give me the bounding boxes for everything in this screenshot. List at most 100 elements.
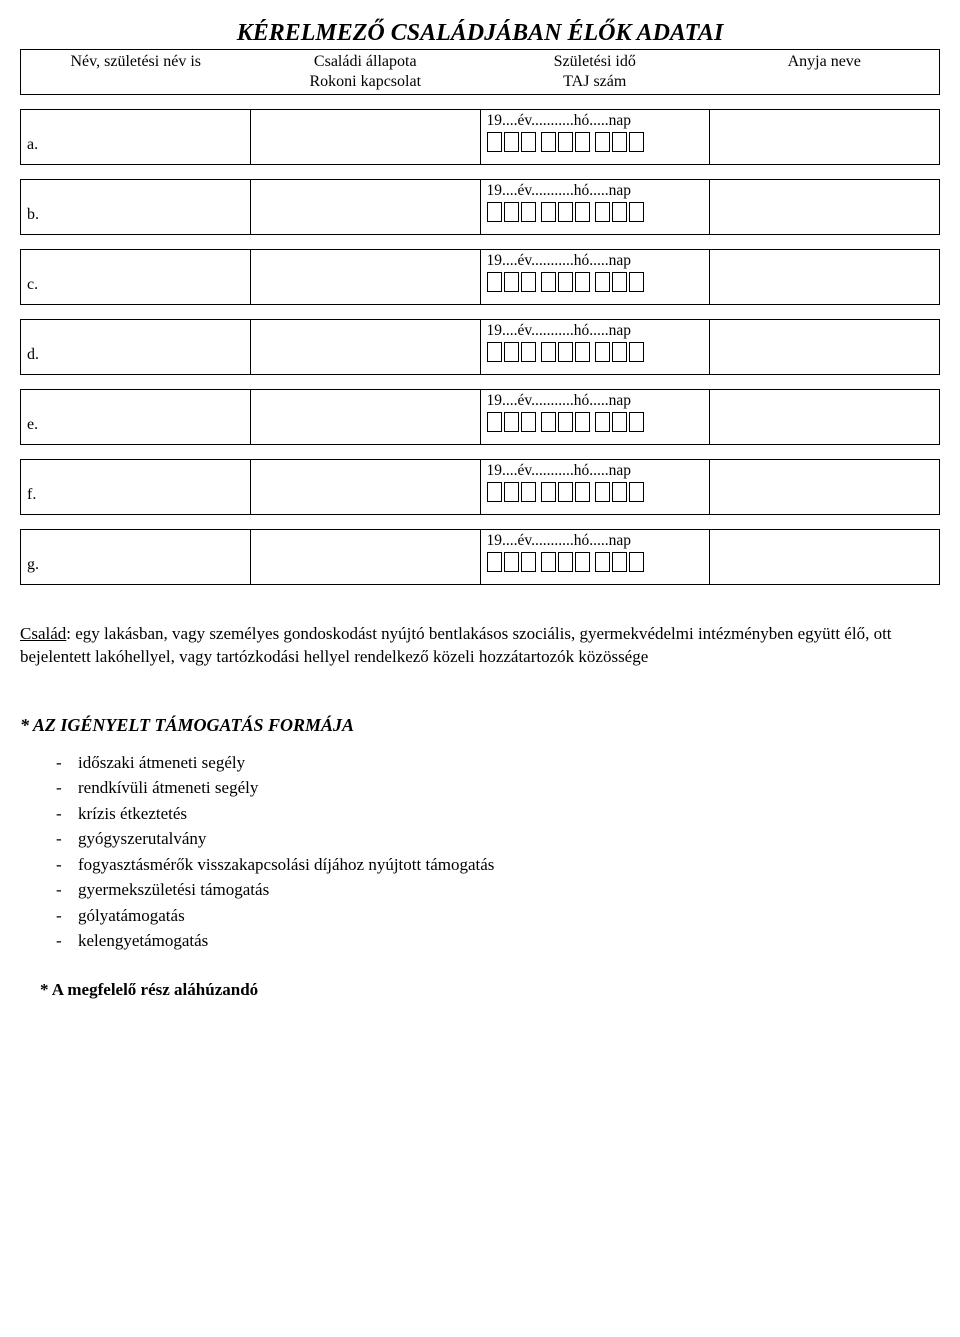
mother-cell[interactable] bbox=[710, 459, 940, 515]
taj-box[interactable] bbox=[612, 342, 627, 362]
mother-cell[interactable] bbox=[710, 249, 940, 305]
taj-box[interactable] bbox=[541, 272, 556, 292]
taj-box[interactable] bbox=[521, 202, 536, 222]
birth-cell[interactable]: 19....év...........hó.....nap bbox=[481, 249, 711, 305]
birth-date-template: 19....év...........hó.....nap bbox=[487, 182, 632, 199]
taj-box[interactable] bbox=[595, 132, 610, 152]
taj-boxes[interactable] bbox=[487, 342, 644, 362]
taj-box[interactable] bbox=[487, 272, 502, 292]
taj-boxes[interactable] bbox=[487, 552, 644, 572]
taj-box[interactable] bbox=[575, 132, 590, 152]
taj-boxes[interactable] bbox=[487, 272, 644, 292]
taj-box[interactable] bbox=[612, 482, 627, 502]
taj-box[interactable] bbox=[558, 132, 573, 152]
taj-box[interactable] bbox=[575, 202, 590, 222]
taj-box[interactable] bbox=[487, 132, 502, 152]
taj-box[interactable] bbox=[487, 342, 502, 362]
taj-box[interactable] bbox=[521, 552, 536, 572]
taj-box[interactable] bbox=[521, 272, 536, 292]
taj-box[interactable] bbox=[595, 272, 610, 292]
taj-box[interactable] bbox=[504, 482, 519, 502]
taj-box[interactable] bbox=[558, 412, 573, 432]
taj-box[interactable] bbox=[595, 202, 610, 222]
taj-box[interactable] bbox=[612, 412, 627, 432]
status-cell[interactable] bbox=[251, 179, 481, 235]
taj-box[interactable] bbox=[504, 412, 519, 432]
taj-box[interactable] bbox=[575, 342, 590, 362]
taj-box[interactable] bbox=[487, 552, 502, 572]
taj-box[interactable] bbox=[575, 412, 590, 432]
taj-boxes[interactable] bbox=[487, 482, 644, 502]
taj-box[interactable] bbox=[629, 552, 644, 572]
name-cell[interactable]: d. bbox=[20, 319, 251, 375]
taj-box[interactable] bbox=[595, 412, 610, 432]
birth-cell[interactable]: 19....év...........hó.....nap bbox=[481, 459, 711, 515]
birth-cell[interactable]: 19....év...........hó.....nap bbox=[481, 529, 711, 585]
birth-cell[interactable]: 19....év...........hó.....nap bbox=[481, 109, 711, 165]
taj-box[interactable] bbox=[487, 202, 502, 222]
status-cell[interactable] bbox=[251, 109, 481, 165]
taj-box[interactable] bbox=[575, 272, 590, 292]
taj-box[interactable] bbox=[612, 272, 627, 292]
taj-box[interactable] bbox=[629, 482, 644, 502]
taj-box[interactable] bbox=[629, 342, 644, 362]
taj-box[interactable] bbox=[521, 412, 536, 432]
taj-box[interactable] bbox=[541, 552, 556, 572]
status-cell[interactable] bbox=[251, 529, 481, 585]
name-cell[interactable]: e. bbox=[20, 389, 251, 445]
status-cell[interactable] bbox=[251, 459, 481, 515]
taj-box[interactable] bbox=[487, 412, 502, 432]
taj-box[interactable] bbox=[558, 552, 573, 572]
taj-box[interactable] bbox=[504, 132, 519, 152]
taj-boxes[interactable] bbox=[487, 202, 644, 222]
name-cell[interactable]: g. bbox=[20, 529, 251, 585]
taj-box[interactable] bbox=[541, 132, 556, 152]
mother-cell[interactable] bbox=[710, 319, 940, 375]
taj-box[interactable] bbox=[504, 552, 519, 572]
taj-box[interactable] bbox=[629, 132, 644, 152]
birth-cell[interactable]: 19....év...........hó.....nap bbox=[481, 389, 711, 445]
name-cell[interactable]: c. bbox=[20, 249, 251, 305]
mother-cell[interactable] bbox=[710, 529, 940, 585]
taj-box[interactable] bbox=[487, 482, 502, 502]
taj-box[interactable] bbox=[595, 342, 610, 362]
taj-box[interactable] bbox=[504, 342, 519, 362]
taj-box[interactable] bbox=[629, 412, 644, 432]
taj-box[interactable] bbox=[612, 202, 627, 222]
birth-cell[interactable]: 19....év...........hó.....nap bbox=[481, 179, 711, 235]
taj-box[interactable] bbox=[521, 132, 536, 152]
taj-box[interactable] bbox=[558, 482, 573, 502]
status-cell[interactable] bbox=[251, 319, 481, 375]
taj-box[interactable] bbox=[541, 202, 556, 222]
taj-box[interactable] bbox=[612, 132, 627, 152]
taj-box[interactable] bbox=[575, 482, 590, 502]
taj-boxes[interactable] bbox=[487, 412, 644, 432]
taj-box[interactable] bbox=[504, 272, 519, 292]
taj-box[interactable] bbox=[504, 202, 519, 222]
mother-cell[interactable] bbox=[710, 179, 940, 235]
taj-box[interactable] bbox=[575, 552, 590, 572]
taj-boxes[interactable] bbox=[487, 132, 644, 152]
taj-box[interactable] bbox=[541, 412, 556, 432]
taj-box[interactable] bbox=[558, 342, 573, 362]
taj-box[interactable] bbox=[521, 342, 536, 362]
taj-box[interactable] bbox=[612, 552, 627, 572]
status-cell[interactable] bbox=[251, 389, 481, 445]
taj-box[interactable] bbox=[558, 202, 573, 222]
name-cell[interactable]: a. bbox=[20, 109, 251, 165]
taj-box[interactable] bbox=[521, 482, 536, 502]
taj-box[interactable] bbox=[595, 482, 610, 502]
status-cell[interactable] bbox=[251, 249, 481, 305]
birth-cell[interactable]: 19....év...........hó.....nap bbox=[481, 319, 711, 375]
taj-box[interactable] bbox=[541, 482, 556, 502]
taj-box[interactable] bbox=[541, 342, 556, 362]
name-cell[interactable]: b. bbox=[20, 179, 251, 235]
taj-box[interactable] bbox=[595, 552, 610, 572]
taj-box[interactable] bbox=[629, 202, 644, 222]
taj-box[interactable] bbox=[629, 272, 644, 292]
mother-cell[interactable] bbox=[710, 389, 940, 445]
name-cell[interactable]: f. bbox=[20, 459, 251, 515]
taj-box[interactable] bbox=[558, 272, 573, 292]
support-item: gólyatámogatás bbox=[56, 903, 940, 929]
mother-cell[interactable] bbox=[710, 109, 940, 165]
